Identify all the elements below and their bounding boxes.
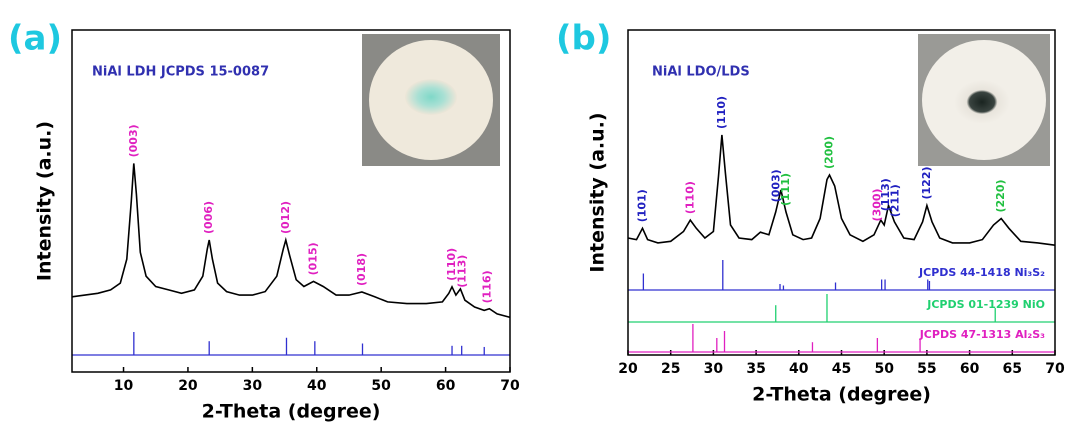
peak-label: (300) [870, 188, 883, 221]
x-tick-label: 30 [704, 361, 724, 377]
plot-frame [627, 29, 1056, 356]
peak-label: (110) [715, 96, 728, 129]
peak-label: (015) [307, 242, 320, 275]
x-tick-label: 50 [874, 361, 894, 377]
peak-label: (211) [888, 184, 901, 217]
peak-label: (110) [683, 181, 696, 214]
peak-label: (003) [770, 169, 783, 202]
peak-label: (200) [823, 136, 836, 169]
x-axis-label: 2-Theta (degree) [752, 384, 931, 406]
x-tick-label: 30 [243, 378, 263, 394]
peak-label: (101) [636, 189, 649, 222]
inset-photo-a [362, 34, 500, 166]
peak-label: (006) [202, 201, 215, 234]
peak-label: (220) [994, 179, 1007, 212]
reference-name: JCPDS 01-1239 NiO [926, 298, 1045, 311]
peak-label: (110) [445, 248, 458, 281]
x-tick-label: 40 [307, 378, 327, 394]
xrd-curve [627, 134, 1056, 246]
x-tick-label: 25 [661, 361, 680, 377]
x-tick-label: 65 [1003, 361, 1022, 377]
x-tick-label: 20 [618, 361, 638, 377]
peak-label: (003) [127, 124, 140, 157]
x-tick-label: 20 [178, 378, 198, 394]
panel-label: (b) [556, 19, 611, 59]
x-tick-label: 45 [832, 361, 851, 377]
y-axis-label: Intensity (a.u.) [34, 121, 56, 281]
plot-frame [71, 29, 511, 373]
x-tick-label: 40 [789, 361, 809, 377]
x-axis-label: 2-Theta (degree) [202, 401, 381, 423]
x-tick-label: 70 [500, 378, 520, 394]
x-tick-label: 70 [1045, 361, 1065, 377]
peak-label: (113) [879, 178, 892, 211]
peak-label: (018) [355, 253, 368, 286]
xrd-curve [71, 163, 511, 319]
reference-name: JCPDS 47-1313 Al₂S₃ [919, 328, 1045, 341]
peak-label: (111) [779, 173, 792, 206]
x-tick-label: 10 [114, 378, 134, 394]
peak-label: (012) [279, 201, 292, 234]
peak-label: (116) [480, 270, 493, 303]
peak-label: (122) [920, 166, 933, 199]
x-tick-label: 35 [746, 361, 765, 377]
y-axis-label: Intensity (a.u.) [587, 112, 609, 272]
inset-photo-b [918, 34, 1050, 166]
panel-label: (a) [8, 19, 62, 59]
x-tick-label: 55 [917, 361, 936, 377]
x-tick-label: 60 [960, 361, 980, 377]
peak-label: (113) [455, 255, 468, 288]
panel-title: NiAl LDH JCPDS 15-0087 [92, 65, 269, 80]
x-tick-label: 50 [371, 378, 391, 394]
x-tick-label: 60 [436, 378, 456, 394]
reference-name: JCPDS 44-1418 Ni₃S₂ [918, 266, 1045, 279]
panel-title: NiAl LDO/LDS [652, 65, 750, 80]
